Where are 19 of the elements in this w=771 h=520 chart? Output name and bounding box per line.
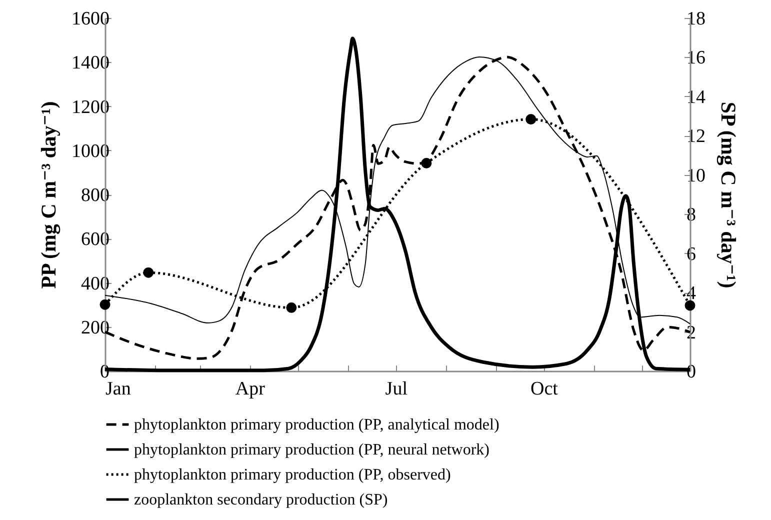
y-tick-label: 1200 bbox=[72, 96, 110, 118]
x-tick-label: Apr bbox=[235, 378, 266, 400]
legend-label: phytoplankton primary production (PP, analytical model) bbox=[134, 416, 500, 434]
x-tick-label: Jul bbox=[385, 378, 408, 400]
y-tick-label: 1400 bbox=[72, 52, 110, 74]
y-tick-label: 1600 bbox=[72, 8, 110, 30]
y-tick-label: 200 bbox=[81, 317, 110, 338]
y-tick-label: 800 bbox=[81, 185, 110, 206]
legend-label: zooplankton secondary production (SP) bbox=[134, 492, 388, 508]
y2-axis-title: SP (mg C m⁻³ day⁻¹) bbox=[716, 102, 740, 288]
y-axis-title: PP (mg C m⁻³ day⁻¹) bbox=[36, 101, 60, 289]
y-tick-label: 1000 bbox=[72, 140, 110, 162]
legend-label: phytoplankton primary production (PP, observed) bbox=[134, 466, 451, 484]
x-tick-label: Jan bbox=[106, 378, 132, 400]
x-tick-label: Oct bbox=[530, 378, 559, 400]
y2-tick-label: 18 bbox=[686, 8, 706, 30]
legend-label: phytoplankton primary production (PP, neural network) bbox=[134, 442, 490, 458]
y-tick-label: 400 bbox=[81, 273, 110, 294]
y-tick-label: 600 bbox=[81, 229, 110, 250]
